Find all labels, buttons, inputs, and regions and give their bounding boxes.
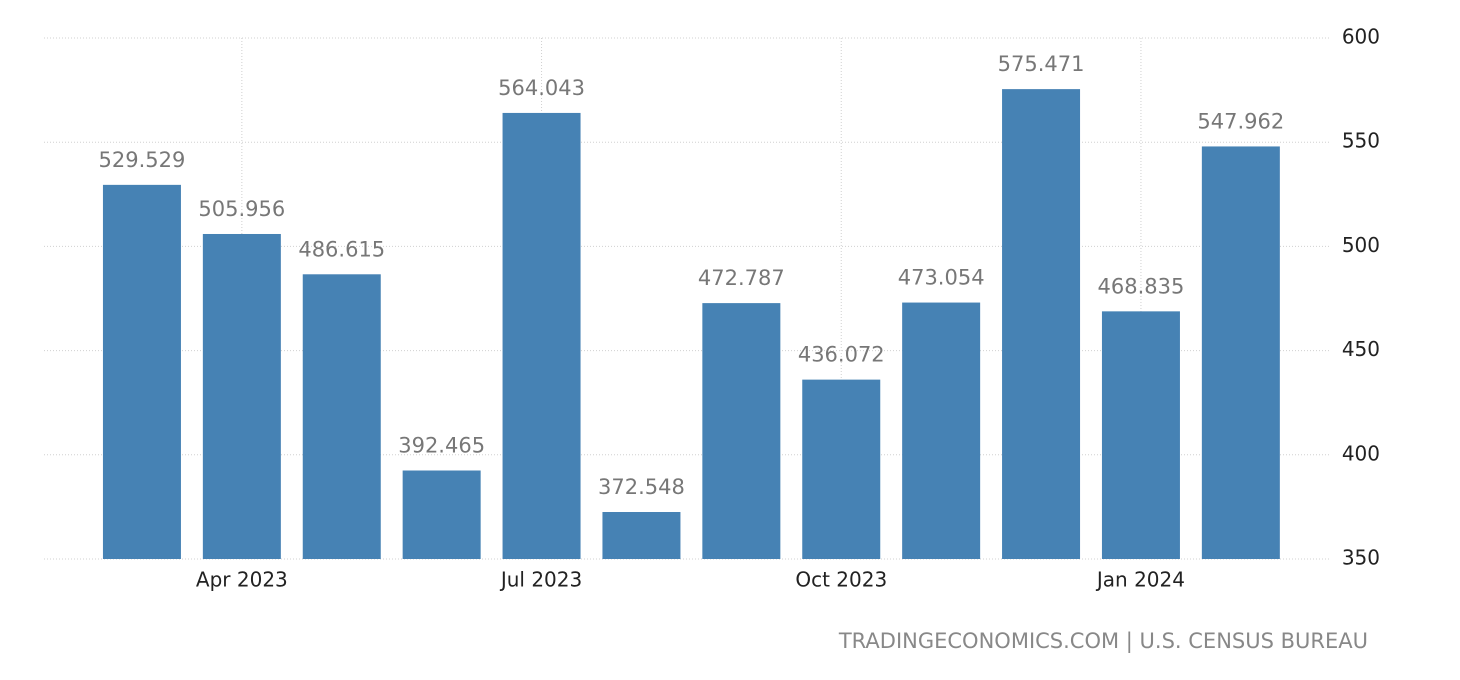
value-label: 436.072 xyxy=(798,343,885,367)
bar xyxy=(902,302,981,559)
y-tick-label: 550 xyxy=(1342,129,1380,153)
value-label: 505.956 xyxy=(198,197,285,221)
value-label: 472.787 xyxy=(698,266,785,290)
y-tick-label: 600 xyxy=(1342,25,1380,49)
y-tick-label: 500 xyxy=(1342,233,1380,257)
bar xyxy=(802,379,881,559)
x-tick-label: Apr 2023 xyxy=(196,568,288,592)
y-tick-label: 400 xyxy=(1342,441,1380,465)
x-tick-label: Jan 2024 xyxy=(1095,568,1185,592)
value-label: 473.054 xyxy=(898,266,985,290)
bar xyxy=(1201,146,1280,559)
value-label: 372.548 xyxy=(598,475,685,499)
value-label: 486.615 xyxy=(298,237,385,261)
bar xyxy=(102,184,181,559)
x-tick-label: Oct 2023 xyxy=(795,568,887,592)
bar xyxy=(602,512,681,559)
bar xyxy=(1002,89,1081,559)
value-label: 529.529 xyxy=(99,148,186,172)
value-label: 575.471 xyxy=(998,52,1085,76)
bar xyxy=(402,470,481,559)
value-label: 392.465 xyxy=(398,434,485,458)
bar xyxy=(702,303,781,559)
value-label: 547.962 xyxy=(1197,109,1284,133)
source: TRADINGECONOMICS.COM | U.S. CENSUS BUREA… xyxy=(838,629,1368,654)
x-tick-label: Jul 2023 xyxy=(499,568,582,592)
y-tick-label: 350 xyxy=(1342,546,1380,570)
value-label: 564.043 xyxy=(498,76,585,100)
bar xyxy=(302,274,381,559)
y-tick-label: 450 xyxy=(1342,337,1380,361)
value-label: 468.835 xyxy=(1098,274,1185,298)
bar xyxy=(1101,311,1180,559)
bar xyxy=(502,112,581,559)
bar xyxy=(202,233,281,559)
